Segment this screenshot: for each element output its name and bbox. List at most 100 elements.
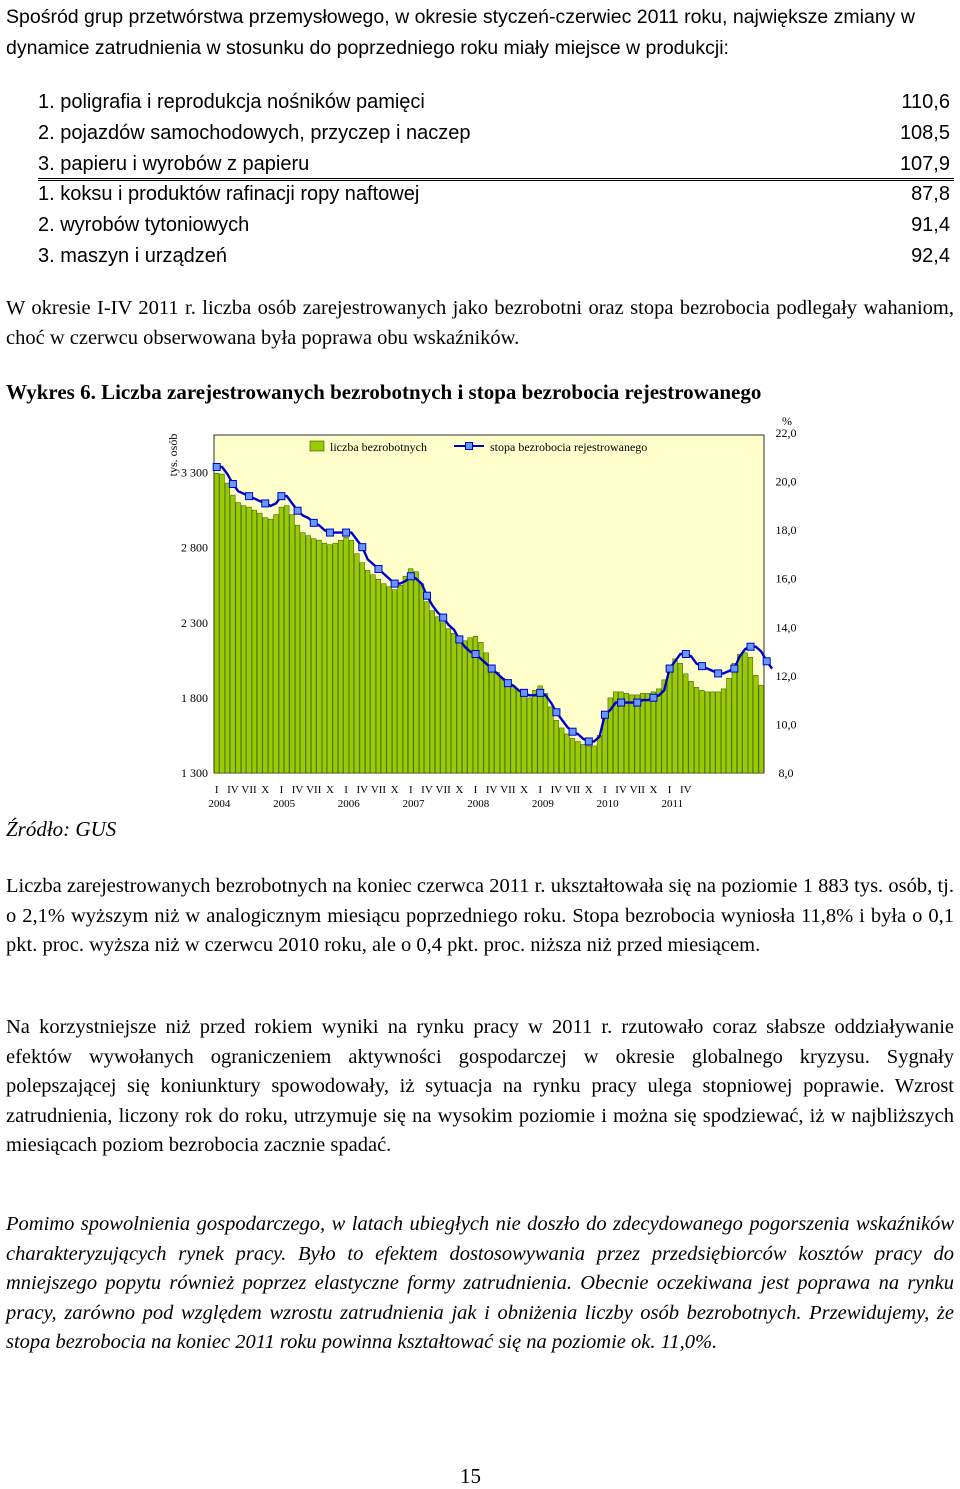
bar — [677, 663, 683, 774]
x-tick-label: VII — [306, 784, 322, 796]
rate-marker — [390, 579, 399, 588]
ranking-row: 3. papieru i wyrobów z papieru 107,9 — [38, 153, 954, 183]
bar — [300, 532, 306, 774]
bar — [596, 735, 603, 774]
bar — [257, 512, 263, 774]
bar — [505, 682, 511, 774]
bar — [548, 706, 554, 774]
rate-marker — [536, 688, 545, 697]
bar — [742, 652, 748, 774]
x-tick-label: VII — [500, 784, 516, 796]
bar — [413, 571, 419, 774]
rate-marker — [422, 591, 431, 600]
bar — [559, 727, 565, 774]
ranking-value: 108,5 — [899, 122, 950, 144]
bar — [715, 691, 721, 774]
ranking-label: 3. papieru i wyrobów z papieru — [38, 153, 310, 175]
june-summary-paragraph: Liczba zarejestrowanych bezrobotnych na … — [6, 875, 954, 956]
ranking-row: 3. maszyn i urządzeń 92,4 — [38, 245, 954, 275]
year-label: 2009 — [532, 798, 555, 810]
rate-marker — [277, 492, 286, 501]
rate-marker — [245, 492, 254, 501]
bar — [267, 518, 274, 774]
left-axis-label: tys. osób — [166, 434, 180, 477]
bar — [343, 536, 349, 774]
bar — [386, 586, 392, 774]
bar — [284, 505, 290, 774]
bar — [246, 506, 252, 774]
right-tick-label: 12,0 — [776, 669, 797, 683]
bar — [737, 654, 743, 774]
ranking-label: 1. koksu i produktów rafinacji ropy naft… — [38, 183, 420, 205]
bar — [435, 616, 441, 774]
year-label: 2007 — [403, 798, 426, 810]
x-tick-label: I — [538, 784, 542, 796]
x-tick-label: IV — [421, 784, 433, 796]
ranking-value: 107,9 — [899, 153, 950, 175]
rate-marker — [439, 613, 448, 622]
ranking-label: 2. wyrobów tytoniowych — [38, 214, 250, 236]
bar — [241, 505, 247, 774]
bar — [370, 574, 376, 774]
unemployment-chart: 3 300 2 800 2 300 1 800 1 300 tys. osób 22,0 20… — [166, 414, 797, 810]
bar — [424, 601, 430, 774]
bar — [699, 690, 705, 774]
bar — [402, 575, 408, 774]
bar — [278, 506, 284, 774]
x-tick-label: I — [344, 784, 348, 796]
right-tick-label: 22,0 — [776, 426, 797, 440]
rate-marker — [228, 480, 237, 488]
bar — [607, 697, 613, 774]
left-tick-label: 1 800 — [181, 691, 208, 705]
legend-line-label: stopa bezrobocia rejestrowanego — [490, 440, 647, 454]
bar — [683, 673, 689, 774]
bar — [429, 610, 435, 774]
bar — [499, 678, 506, 774]
bar — [758, 685, 764, 774]
x-tick-label: X — [520, 784, 528, 796]
bar — [629, 694, 635, 774]
x-tick-label: VII — [565, 784, 581, 796]
bar — [462, 640, 468, 774]
bar — [273, 514, 279, 774]
ranking-label: 3. maszyn i urządzeń — [38, 245, 227, 267]
x-tick-label: I — [603, 784, 607, 796]
forecast-paragraph: Pomimo spowolnienia gospodarczego, w lat… — [6, 1213, 954, 1353]
x-tick-label: I — [215, 784, 219, 796]
rate-marker — [212, 463, 221, 471]
x-tick-label: IV — [356, 784, 368, 796]
legend-bar-swatch — [309, 440, 325, 452]
x-tick-label: IV — [486, 784, 498, 796]
rate-marker — [406, 572, 415, 581]
rate-marker — [697, 662, 706, 671]
year-label: 2006 — [338, 798, 361, 810]
bar — [478, 642, 484, 774]
bar — [521, 693, 527, 774]
rate-marker — [552, 708, 561, 717]
bar — [381, 583, 387, 774]
bar — [710, 691, 716, 774]
bar — [720, 688, 727, 774]
rate-marker — [617, 698, 626, 707]
figure-title: Wykres 6. Liczba zarejestrowanych bezrob… — [6, 380, 762, 404]
ranking-row: 2. pojazdów samochodowych, przyczep i na… — [38, 122, 954, 152]
bar — [214, 473, 220, 774]
bar — [672, 658, 678, 774]
bar — [542, 693, 549, 774]
bar — [354, 553, 360, 774]
right-tick-label: 20,0 — [776, 475, 797, 489]
plot-area — [213, 434, 765, 774]
bar — [575, 741, 581, 774]
bar — [526, 697, 532, 774]
rate-marker — [309, 518, 318, 527]
bar — [467, 637, 473, 774]
rate-marker — [730, 664, 739, 673]
bar — [456, 637, 462, 774]
labor-market-paragraph: Na korzystniejsze niż przed rokiem wynik… — [6, 1016, 954, 1156]
bar — [483, 652, 489, 774]
page-number: 15 — [460, 1464, 481, 1488]
bar — [262, 517, 268, 774]
ranking-label: 2. pojazdów samochodowych, przyczep i na… — [38, 122, 471, 144]
bar — [332, 542, 338, 774]
x-tick-label: I — [409, 784, 413, 796]
